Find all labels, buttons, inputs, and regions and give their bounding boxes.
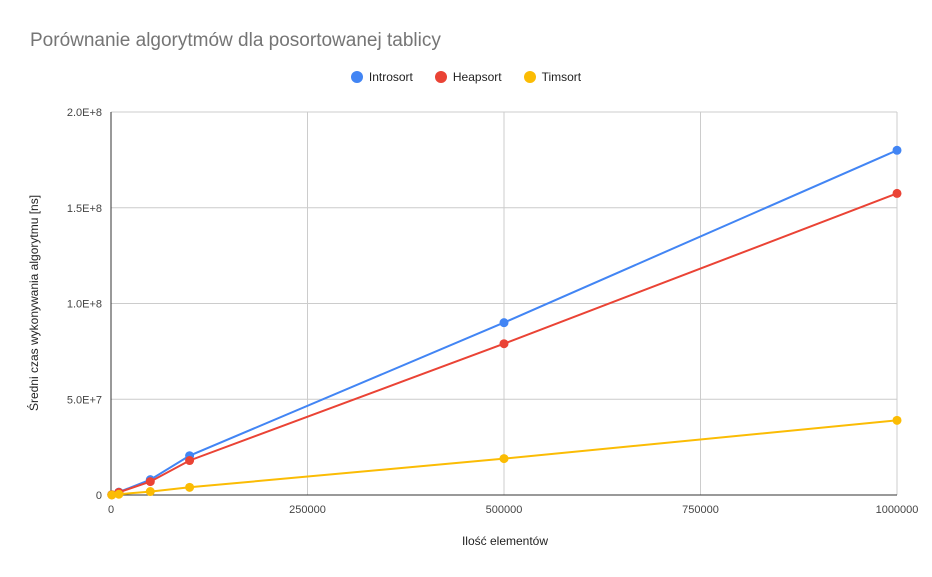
x-tick-label: 1000000 <box>876 504 919 516</box>
series-group <box>107 145 902 500</box>
data-point-timsort <box>499 454 509 464</box>
legend-item-timsort: Timsort <box>523 70 582 84</box>
y-axis-label: Średni czas wykonywania algorytmu [ns] <box>26 195 41 411</box>
gridlines <box>111 111 898 495</box>
x-axis-label: Ilość elementów <box>462 534 548 548</box>
legend-item-introsort: Introsort <box>350 70 413 84</box>
legend-marker <box>523 71 536 83</box>
legend: Introsort Heapsort Timsort <box>0 70 932 84</box>
legend-label: Introsort <box>368 70 413 84</box>
axes <box>110 112 897 496</box>
chart-title: Porównanie algorytmów dla posortowanej t… <box>30 30 441 51</box>
x-tick-label: 250000 <box>289 504 326 516</box>
series-timsort <box>107 415 902 500</box>
y-tick-label: 1.5E+8 <box>67 203 102 215</box>
y-tick-label: 2.0E+8 <box>67 107 102 119</box>
legend-label: Timsort <box>541 70 582 84</box>
data-point-timsort <box>892 415 902 425</box>
y-tick-label: 0 <box>96 490 102 502</box>
data-point-timsort <box>145 487 155 497</box>
data-point-heapsort <box>499 339 509 349</box>
data-point-heapsort <box>145 477 155 487</box>
data-point-introsort <box>499 318 509 328</box>
y-tick-label: 1.0E+8 <box>67 299 102 311</box>
data-point-timsort <box>107 490 117 500</box>
data-point-heapsort <box>185 456 195 466</box>
data-point-introsort <box>892 145 902 155</box>
legend-marker <box>350 71 363 83</box>
y-tick-labels: 0 5.0E+7 1.0E+8 1.5E+8 2.0E+8 <box>67 107 102 502</box>
x-tick-label: 500000 <box>486 504 523 516</box>
legend-label: Heapsort <box>452 70 502 84</box>
data-point-timsort <box>114 489 124 499</box>
legend-marker <box>434 71 447 83</box>
legend-item-heapsort: Heapsort <box>434 70 502 84</box>
y-tick-label: 5.0E+7 <box>67 394 102 406</box>
data-point-heapsort <box>892 188 902 198</box>
x-tick-label: 750000 <box>682 504 719 516</box>
data-point-timsort <box>185 482 195 492</box>
x-tick-labels: 0 250000 500000 750000 1000000 <box>108 504 918 516</box>
x-tick-label: 0 <box>108 504 114 516</box>
